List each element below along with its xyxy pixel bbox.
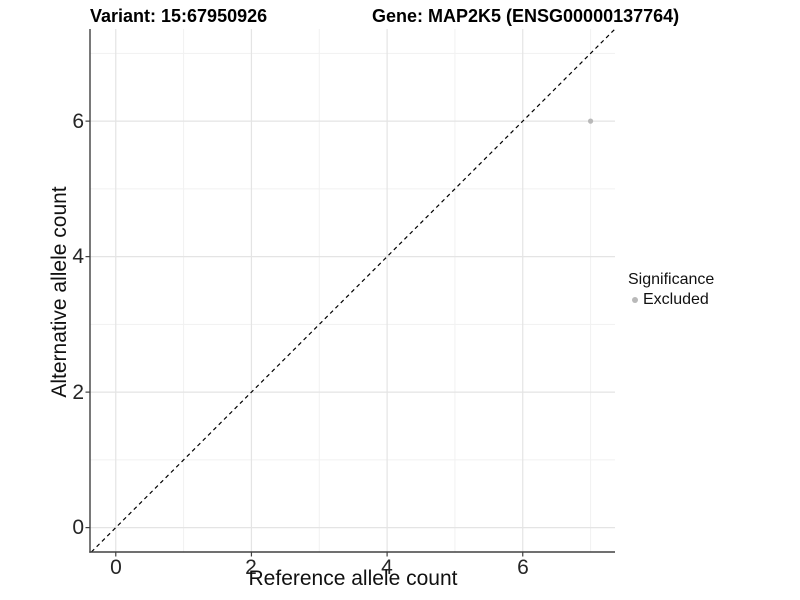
x-tick-label: 6 bbox=[517, 556, 529, 579]
y-tick-label: 4 bbox=[72, 245, 84, 268]
legend: Significance Excluded bbox=[628, 270, 714, 309]
data-point bbox=[587, 118, 594, 124]
y-axis-title: Alternative allele count bbox=[48, 186, 71, 398]
legend-entry-label: Excluded bbox=[643, 291, 709, 308]
variant-title: Variant: 15:67950926 bbox=[90, 6, 268, 26]
legend-entry-excluded: Excluded bbox=[628, 291, 714, 309]
x-tick-label: 0 bbox=[110, 556, 122, 579]
legend-title: Significance bbox=[628, 271, 715, 288]
identity-reference-line bbox=[90, 28, 616, 553]
y-tick-label: 2 bbox=[72, 381, 84, 404]
x-axis-title: Reference allele count bbox=[248, 567, 458, 590]
y-tick-label: 6 bbox=[72, 110, 84, 133]
x-tick-label: 4 bbox=[381, 556, 393, 579]
y-tick-label: 0 bbox=[72, 516, 84, 539]
legend-point-icon bbox=[632, 297, 638, 303]
gene-title: Gene: MAP2K5 (ENSG00000137764) bbox=[372, 6, 680, 26]
x-tick-label: 2 bbox=[245, 556, 257, 579]
